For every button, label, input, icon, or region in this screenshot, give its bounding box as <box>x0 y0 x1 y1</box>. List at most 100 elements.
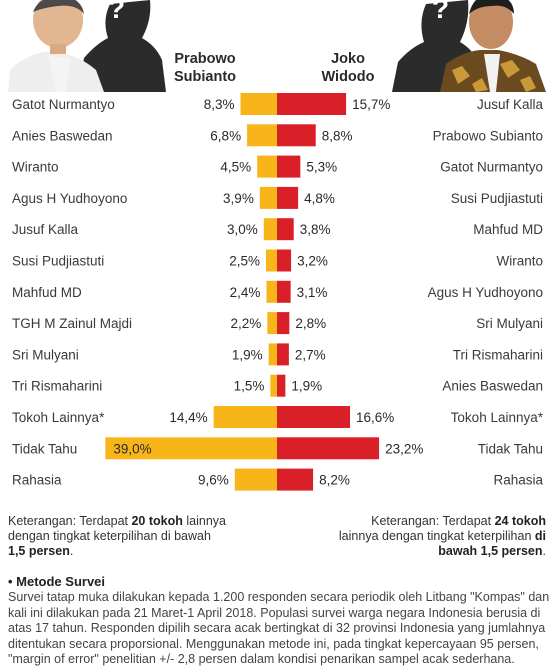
bar-prabowo-12 <box>105 437 278 460</box>
category-left-5: Jusuf Kalla <box>12 222 79 237</box>
bar-jokowi-6 <box>277 249 292 272</box>
value-prabowo-6: 2,5% <box>229 254 260 269</box>
value-jokowi-6: 3,2% <box>297 254 328 269</box>
bar-jokowi-4 <box>277 186 299 209</box>
value-prabowo-2: 6,8% <box>210 128 241 143</box>
category-right-3: Gatot Nurmantyo <box>440 160 543 175</box>
value-jokowi-7: 3,1% <box>297 285 328 300</box>
category-right-6: Wiranto <box>496 254 543 269</box>
value-prabowo-3: 4,5% <box>220 160 251 175</box>
value-prabowo-13: 9,6% <box>198 473 229 488</box>
prabowo-name-line1: Prabowo <box>174 51 236 67</box>
right-note-pre: Keterangan: Terdapat <box>371 514 495 528</box>
left-silhouette: ? <box>78 0 166 92</box>
right-note-count: 24 tokoh <box>494 514 546 528</box>
value-prabowo-10: 1,5% <box>234 379 265 394</box>
category-right-12: Tidak Tahu <box>478 441 543 456</box>
left-note-pre: Keterangan: Terdapat <box>8 514 132 528</box>
svg-text:?: ? <box>108 0 125 24</box>
category-left-13: Rahasia <box>12 473 62 488</box>
bar-jokowi-12 <box>277 437 380 460</box>
bar-jokowi-5 <box>277 218 294 241</box>
right-note-threshold: di bawah 1,5 persen <box>438 529 546 558</box>
jokowi-name-line2: Widodo <box>321 69 375 85</box>
jokowi-name-line1: Joko <box>331 51 365 67</box>
value-jokowi-3: 5,3% <box>306 160 337 175</box>
value-prabowo-4: 3,9% <box>223 191 254 206</box>
bar-prabowo-7 <box>266 280 277 303</box>
value-jokowi-2: 8,8% <box>322 128 353 143</box>
bar-prabowo-10 <box>270 374 277 397</box>
bar-jokowi-3 <box>277 155 301 178</box>
value-jokowi-13: 8,2% <box>319 473 350 488</box>
category-left-2: Anies Baswedan <box>12 128 113 143</box>
category-right-10: Anies Baswedan <box>442 379 543 394</box>
prabowo-name-line2: Subianto <box>173 69 237 85</box>
category-left-8: TGH M Zainul Majdi <box>12 316 132 331</box>
bar-jokowi-7 <box>277 280 291 303</box>
right-note-mid: lainnya dengan tingkat keterpilihan <box>338 529 535 543</box>
bar-jokowi-2 <box>277 124 316 147</box>
category-right-11: Tokoh Lainnya* <box>451 410 544 425</box>
value-jokowi-9: 2,7% <box>295 347 326 362</box>
bar-prabowo-13 <box>234 468 277 491</box>
value-prabowo-7: 2,4% <box>230 285 261 300</box>
category-left-3: Wiranto <box>12 160 59 175</box>
category-left-9: Sri Mulyani <box>12 347 79 362</box>
value-jokowi-8: 2,8% <box>295 316 326 331</box>
value-jokowi-11: 16,6% <box>356 410 394 425</box>
value-prabowo-9: 1,9% <box>232 347 263 362</box>
bar-jokowi-11 <box>277 406 351 428</box>
bar-prabowo-5 <box>263 218 277 241</box>
bar-jokowi-13 <box>277 468 314 491</box>
method-title: • Metode Survei <box>8 574 106 589</box>
bar-prabowo-4 <box>259 186 277 209</box>
category-left-1: Gatot Nurmantyo <box>12 97 115 112</box>
bar-jokowi-9 <box>277 343 289 366</box>
bar-jokowi-10 <box>277 374 286 397</box>
bar-jokowi-1 <box>277 93 347 115</box>
value-jokowi-12: 23,2% <box>385 441 423 456</box>
right-note-post: . <box>542 544 546 558</box>
value-jokowi-1: 15,7% <box>352 97 390 112</box>
jokowi-name: Joko Widodo <box>318 50 378 86</box>
value-prabowo-8: 2,2% <box>231 316 262 331</box>
prabowo-portrait <box>8 0 104 92</box>
bar-prabowo-6 <box>266 249 277 272</box>
prabowo-name: Prabowo Subianto <box>172 50 238 86</box>
value-jokowi-4: 4,8% <box>304 191 335 206</box>
category-left-12: Tidak Tahu <box>12 441 77 456</box>
left-note-post: . <box>69 544 74 558</box>
value-prabowo-1: 8,3% <box>204 97 235 112</box>
category-right-9: Tri Rismaharini <box>453 347 543 362</box>
value-jokowi-10: 1,9% <box>291 379 322 394</box>
jokowi-portrait <box>440 0 546 92</box>
svg-text:?: ? <box>432 0 449 24</box>
category-left-4: Agus H Yudhoyono <box>12 191 127 206</box>
bar-prabowo-1 <box>240 93 277 115</box>
category-left-7: Mahfud MD <box>12 285 82 300</box>
left-note-count: 20 tokoh <box>131 514 183 528</box>
bar-prabowo-8 <box>267 312 277 335</box>
diverging-bar-chart: Gatot Nurmantyo Jusuf Kalla 8,3% 15,7% Anies… <box>12 93 544 491</box>
bar-prabowo-11 <box>213 406 277 428</box>
category-left-6: Susi Pudjiastuti <box>12 254 104 269</box>
value-prabowo-11: 14,4% <box>169 410 207 425</box>
bar-prabowo-9 <box>268 343 277 366</box>
header: ? ? Prabowo Subianto Joko Widodo <box>0 0 554 92</box>
category-right-1: Jusuf Kalla <box>477 97 544 112</box>
category-right-8: Sri Mulyani <box>476 316 543 331</box>
candidate-portraits: ? ? <box>8 0 546 92</box>
value-prabowo-5: 3,0% <box>227 222 258 237</box>
method-text: Survei tatap muka dilakukan kepada 1.200… <box>8 590 550 666</box>
category-right-4: Susi Pudjiastuti <box>451 191 543 206</box>
left-note: Keterangan: Terdapat 20 tokoh lainnya de… <box>8 514 228 559</box>
bar-prabowo-2 <box>247 124 277 147</box>
left-note-mid: lainnya dengan tingkat keterpilihan di b… <box>8 514 226 543</box>
left-note-threshold: 1,5 persen <box>8 544 70 558</box>
bar-prabowo-3 <box>257 155 277 178</box>
bar-jokowi-8 <box>277 312 290 335</box>
category-right-7: Agus H Yudhoyono <box>428 285 543 300</box>
value-jokowi-5: 3,8% <box>300 222 331 237</box>
category-right-2: Prabowo Subianto <box>433 128 543 143</box>
